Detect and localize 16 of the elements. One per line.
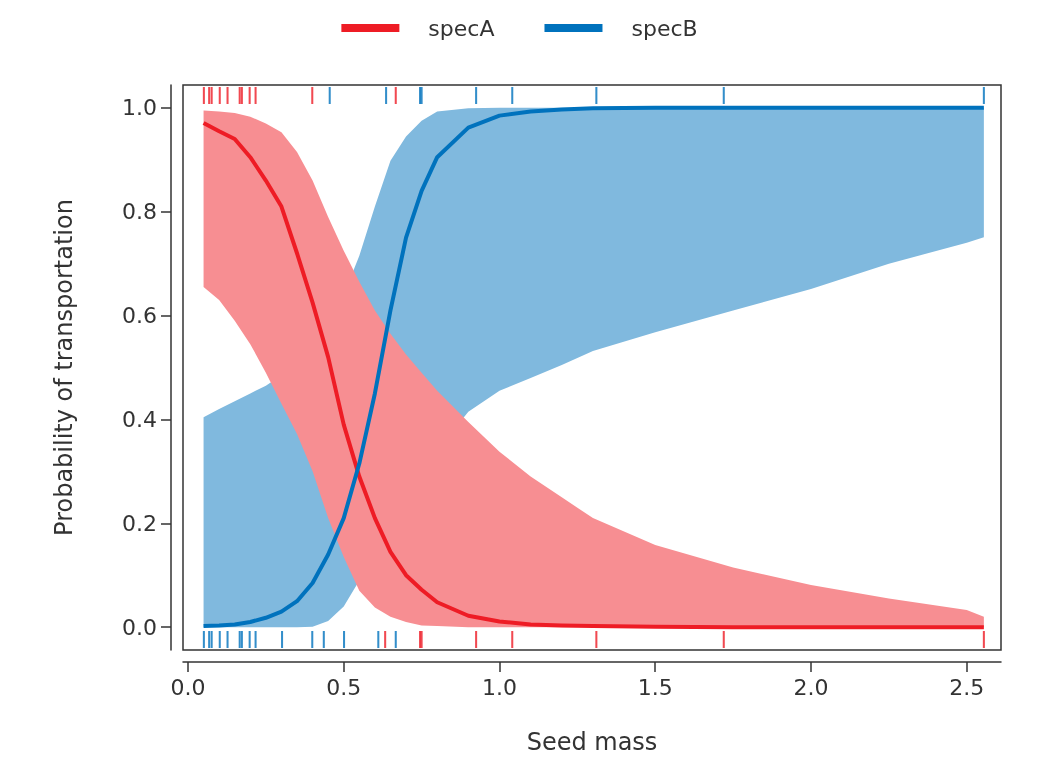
legend-label: specB <box>631 15 698 41</box>
x-tick-label: 2.5 <box>949 674 985 700</box>
x-tick-label: 0.0 <box>170 674 206 700</box>
x-tick-label: 2.0 <box>793 674 829 700</box>
legend-label: specA <box>428 15 495 41</box>
y-tick-label: 1.0 <box>122 95 157 121</box>
x-tick-label: 1.5 <box>637 674 673 700</box>
y-axis-title: Probability of transportation <box>50 199 78 536</box>
x-tick-label: 1.0 <box>481 674 517 700</box>
y-tick-label: 0.0 <box>122 614 157 640</box>
x-tick-label: 0.5 <box>326 674 362 700</box>
y-tick-label: 0.4 <box>122 406 157 432</box>
y-tick-label: 0.6 <box>122 303 157 329</box>
y-tick-label: 0.8 <box>122 199 157 225</box>
x-axis-title: Seed mass <box>526 728 658 756</box>
y-tick-label: 0.2 <box>122 510 157 536</box>
